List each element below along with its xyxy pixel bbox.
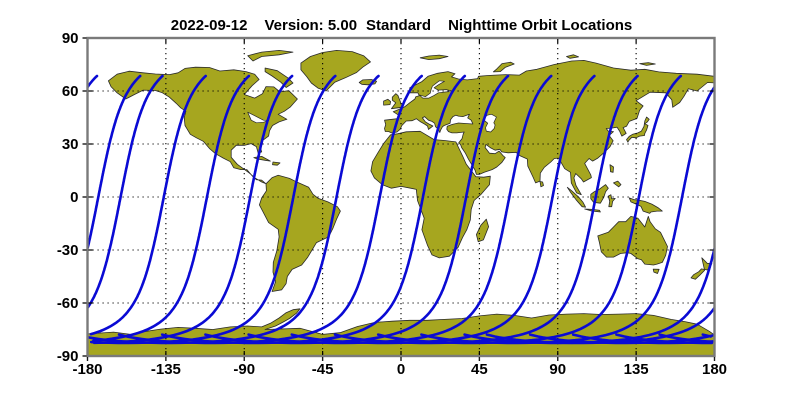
y-tick-label: -90 — [57, 348, 79, 365]
orbit-track — [92, 74, 251, 343]
orbit-track — [247, 74, 553, 345]
orbit-track — [93, 74, 294, 345]
orbit-track — [615, 333, 714, 345]
water-baltic-sea — [418, 80, 454, 99]
land-sulawesi — [607, 194, 616, 208]
x-tick-label: 135 — [624, 361, 649, 378]
x-tick-label: -180 — [72, 361, 102, 378]
land-sri-lanka — [539, 181, 544, 188]
orbit-track — [87, 74, 380, 345]
water-caspian-sea — [482, 113, 497, 133]
y-tick-label: 60 — [62, 83, 79, 100]
x-tick-label: -90 — [233, 361, 255, 378]
y-tick-label: -30 — [57, 242, 79, 259]
y-tick-label: 30 — [62, 136, 79, 153]
land-greenland — [300, 50, 371, 92]
orbit-track — [87, 74, 99, 88]
title-version: Version: 5.00 — [264, 17, 358, 34]
orbit-track — [89, 74, 337, 345]
x-tick-label: 90 — [549, 361, 566, 378]
land-severnaya-zemlya — [566, 54, 579, 59]
orbit-track — [87, 74, 164, 309]
orbit-track — [117, 74, 423, 345]
orbit-track — [87, 74, 142, 249]
title-date: 2022-09-12 — [170, 17, 248, 34]
orbit-track — [204, 74, 510, 345]
land-japan — [626, 116, 650, 143]
orbit-track — [420, 86, 715, 345]
x-tick-label: 0 — [397, 361, 405, 378]
y-tick-label: 0 — [70, 189, 78, 206]
plot-frame — [86, 36, 716, 358]
land-new-guinea — [628, 197, 663, 214]
y-tick-label: -60 — [57, 295, 79, 312]
land-ellesmere — [247, 50, 294, 62]
land-north-america — [108, 66, 298, 185]
orbit-tracks — [87, 74, 715, 345]
orbit-track — [160, 74, 467, 345]
orbit-track — [89, 74, 207, 336]
x-tick-label: -45 — [312, 361, 334, 378]
land-madagascar — [476, 218, 489, 243]
x-tick-label: -135 — [151, 361, 181, 378]
land-borneo — [590, 184, 609, 204]
outer-ticks — [82, 37, 716, 361]
land-mindanao — [613, 180, 622, 188]
land-new-siberian-is — [639, 62, 656, 66]
land-luzon — [609, 164, 614, 173]
orbit-track — [701, 333, 713, 338]
land-svalbard — [419, 54, 449, 60]
land-australia — [597, 216, 668, 266]
title-mode: Standard — [366, 17, 432, 34]
land-hispaniola — [272, 161, 281, 166]
plot-title: 2022-09-12 Version: 5.00 Standard Nighttime… — [88, 17, 715, 34]
land-sumatra — [566, 186, 586, 208]
land-novaya-zemlya — [492, 61, 515, 73]
x-tick-label: 180 — [702, 361, 727, 378]
x-tick-label: 45 — [471, 361, 488, 378]
orbit-track — [463, 247, 715, 345]
inner-ticks — [88, 39, 714, 355]
y-tick-label: 90 — [62, 30, 79, 47]
land-tasmania — [652, 268, 660, 274]
orbit-track — [290, 74, 596, 345]
land-ireland — [383, 98, 391, 106]
orbit-track — [658, 333, 712, 343]
orbit-track — [333, 74, 639, 345]
title-name: Nighttime Orbit Locations — [448, 17, 633, 34]
land-eurasia — [384, 60, 715, 196]
orbit-track — [376, 74, 683, 345]
